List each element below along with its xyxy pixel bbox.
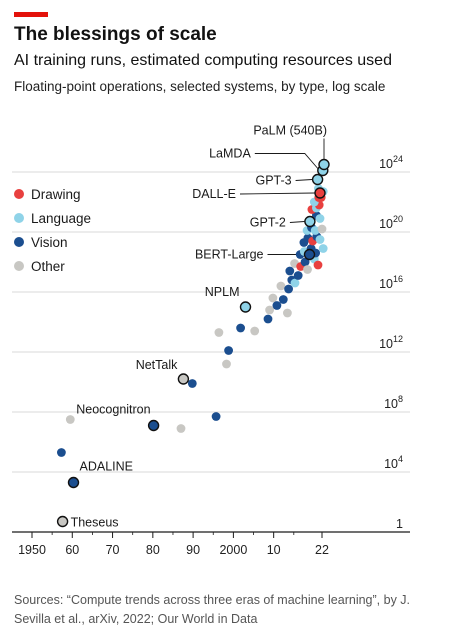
point-palm-540b — [318, 158, 330, 171]
point-bert-large — [303, 248, 316, 261]
x-tick-label: 90 — [186, 543, 200, 557]
x-tick-label: 60 — [65, 543, 79, 557]
accent-bar — [14, 12, 48, 17]
data-point — [265, 305, 274, 315]
data-point — [278, 295, 288, 304]
annotation-label: Theseus — [71, 516, 119, 530]
point-nettalk — [177, 373, 190, 385]
leader-line — [295, 179, 313, 181]
data-point — [293, 271, 303, 280]
data-point — [276, 281, 286, 291]
x-tick-label: 2000 — [219, 543, 247, 557]
data-point — [300, 257, 310, 267]
x-tick-label: 70 — [106, 543, 120, 557]
data-point — [222, 359, 231, 369]
y-tick-label: 1012 — [379, 334, 403, 351]
y-tick-label: 1020 — [379, 214, 403, 231]
source-note: Sources: “Compute trends across three er… — [14, 593, 411, 626]
data-point — [313, 260, 323, 270]
data-point — [57, 448, 66, 457]
point-adaline — [67, 476, 80, 489]
legend-label-language: Language — [31, 211, 91, 226]
point-theseus — [56, 515, 69, 528]
legend-label-vision: Vision — [31, 235, 68, 250]
annotation-leaders — [239, 138, 325, 255]
annotation-label: NetTalk — [136, 358, 178, 372]
data-points — [56, 158, 330, 528]
data-point — [303, 265, 312, 274]
leader-line — [289, 221, 305, 223]
data-point — [268, 293, 278, 303]
x-tick-label: 10 — [267, 543, 281, 557]
y-axis-ticks: 1 104 108 1012 1016 1020 1024 — [379, 154, 403, 531]
data-point — [211, 412, 221, 421]
point-dall-e — [314, 187, 326, 199]
point-gpt-3 — [311, 173, 324, 186]
leader-line — [239, 192, 315, 195]
x-tick-label: 80 — [146, 543, 160, 557]
y-tick-label: 108 — [384, 394, 403, 411]
point-neocognitron — [147, 419, 160, 432]
data-point — [317, 224, 327, 234]
annotation-label: PaLM (540B) — [253, 124, 327, 138]
point-nplm — [239, 301, 252, 313]
legend-swatch-drawing — [14, 189, 24, 199]
data-point — [236, 323, 246, 333]
annotation-label: Neocognitron — [76, 403, 150, 417]
chart-description: Floating-point operations, selected syst… — [14, 79, 386, 94]
annotation-label: BERT-Large — [195, 248, 264, 262]
data-point — [214, 328, 224, 337]
legend-swatch-vision — [14, 237, 24, 247]
data-point — [318, 244, 328, 253]
y-tick-label: 1 — [396, 517, 403, 531]
data-point — [283, 308, 292, 318]
data-point — [65, 415, 75, 424]
data-point — [224, 346, 234, 355]
x-tick-label: 1950 — [18, 543, 46, 557]
data-point — [263, 314, 273, 324]
data-point — [250, 326, 260, 336]
y-tick-label: 104 — [384, 454, 403, 471]
chart-subtitle: AI training runs, estimated computing re… — [14, 52, 392, 69]
data-point — [315, 214, 325, 223]
annotation-label: DALL-E — [192, 187, 236, 201]
data-point — [310, 226, 320, 235]
point-gpt-2 — [304, 215, 316, 228]
leader-line — [254, 153, 319, 169]
data-point — [315, 235, 325, 244]
data-point — [272, 301, 282, 310]
x-axis: 1950 60 70 80 90 2000 10 22 — [12, 531, 410, 557]
annotation-label: NPLM — [205, 285, 240, 299]
annotation-label: ADALINE — [80, 460, 134, 474]
annotation-labels: Theseus ADALINE Neocognitron NetTalk NPLM BER… — [71, 124, 327, 530]
legend-swatch-other — [14, 261, 24, 271]
y-tick-label: 1016 — [379, 274, 403, 291]
data-point — [285, 266, 295, 276]
data-point — [290, 278, 300, 288]
data-point — [176, 424, 186, 433]
legend-label-other: Other — [31, 259, 65, 274]
data-point — [187, 379, 197, 388]
legend-swatch-language — [14, 213, 24, 223]
legend-label-drawing: Drawing — [31, 187, 81, 202]
legend: Drawing Language Vision Other — [14, 187, 91, 274]
annotation-label: GPT-3 — [255, 174, 291, 188]
x-tick-label: 22 — [315, 543, 329, 557]
chart-title: The blessings of scale — [14, 24, 217, 45]
y-tick-label: 1024 — [379, 154, 403, 171]
annotation-label: LaMDA — [209, 147, 251, 161]
data-point — [284, 284, 293, 294]
annotation-label: GPT-2 — [250, 216, 286, 230]
